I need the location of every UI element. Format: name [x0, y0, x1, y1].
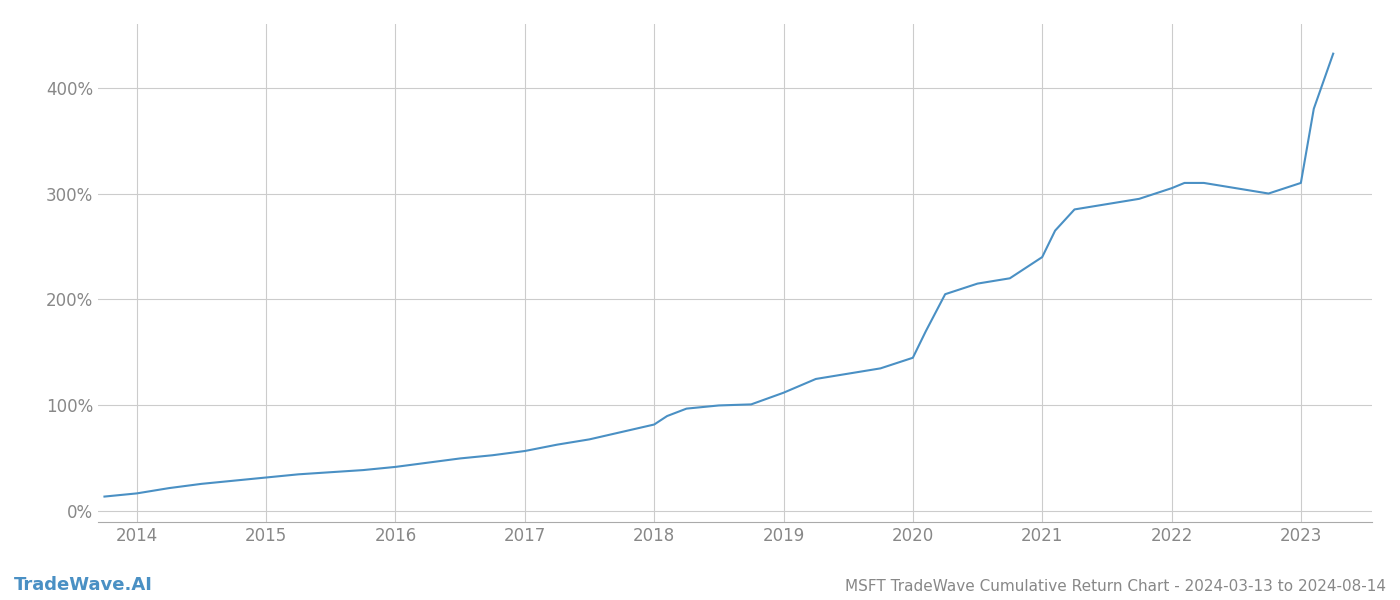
Text: MSFT TradeWave Cumulative Return Chart - 2024-03-13 to 2024-08-14: MSFT TradeWave Cumulative Return Chart -… — [846, 579, 1386, 594]
Text: TradeWave.AI: TradeWave.AI — [14, 576, 153, 594]
